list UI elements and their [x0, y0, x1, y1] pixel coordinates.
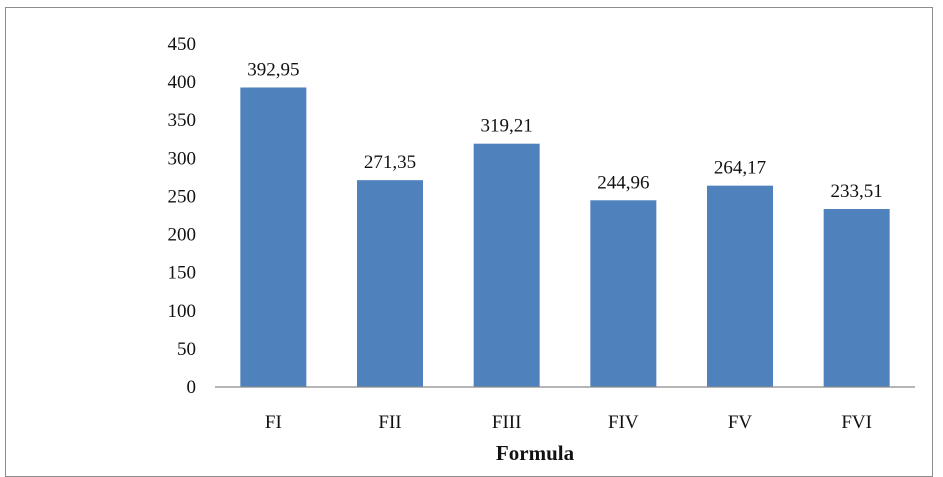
bar-fii	[357, 180, 423, 387]
y-axis: 0 50 100 150 200 250 300 350 400 450	[168, 34, 197, 398]
bar-series: 392,95 271,35 319,21 244,96 264,17 233,51	[240, 59, 890, 388]
data-label: 392,95	[247, 59, 299, 80]
y-tick-label: 300	[168, 148, 197, 169]
y-tick-label: 200	[168, 225, 197, 246]
x-tick-label: FIV	[608, 412, 639, 433]
x-axis-title: Formula	[496, 441, 575, 465]
y-tick-label: 350	[168, 110, 197, 131]
y-tick-label: 450	[168, 34, 197, 55]
y-tick-label: 400	[168, 72, 197, 93]
x-tick-label: FIII	[492, 412, 522, 433]
data-label: 271,35	[364, 152, 416, 173]
bar-fiv	[590, 200, 657, 387]
x-tick-label: FV	[728, 412, 753, 433]
x-tick-label: FII	[378, 412, 401, 433]
y-tick-label: 250	[168, 186, 197, 207]
x-tick-label: FVI	[841, 412, 872, 433]
bar-fvi	[823, 209, 890, 387]
bar-fiii	[473, 143, 540, 387]
bar-fi	[240, 87, 307, 388]
x-tick-label: FI	[265, 412, 282, 433]
x-axis: FI FII FIII FIV FV FVI	[265, 412, 872, 433]
y-tick-label: 50	[177, 339, 196, 360]
y-tick-label: 150	[168, 263, 197, 284]
data-label: 244,96	[597, 172, 649, 193]
data-label: 264,17	[714, 158, 766, 179]
data-label: 233,51	[831, 181, 883, 202]
y-tick-label: 100	[168, 301, 197, 322]
data-label: 319,21	[481, 116, 533, 137]
bar-fv	[707, 185, 773, 387]
chart-frame	[5, 7, 933, 477]
y-tick-label: 0	[187, 377, 197, 398]
